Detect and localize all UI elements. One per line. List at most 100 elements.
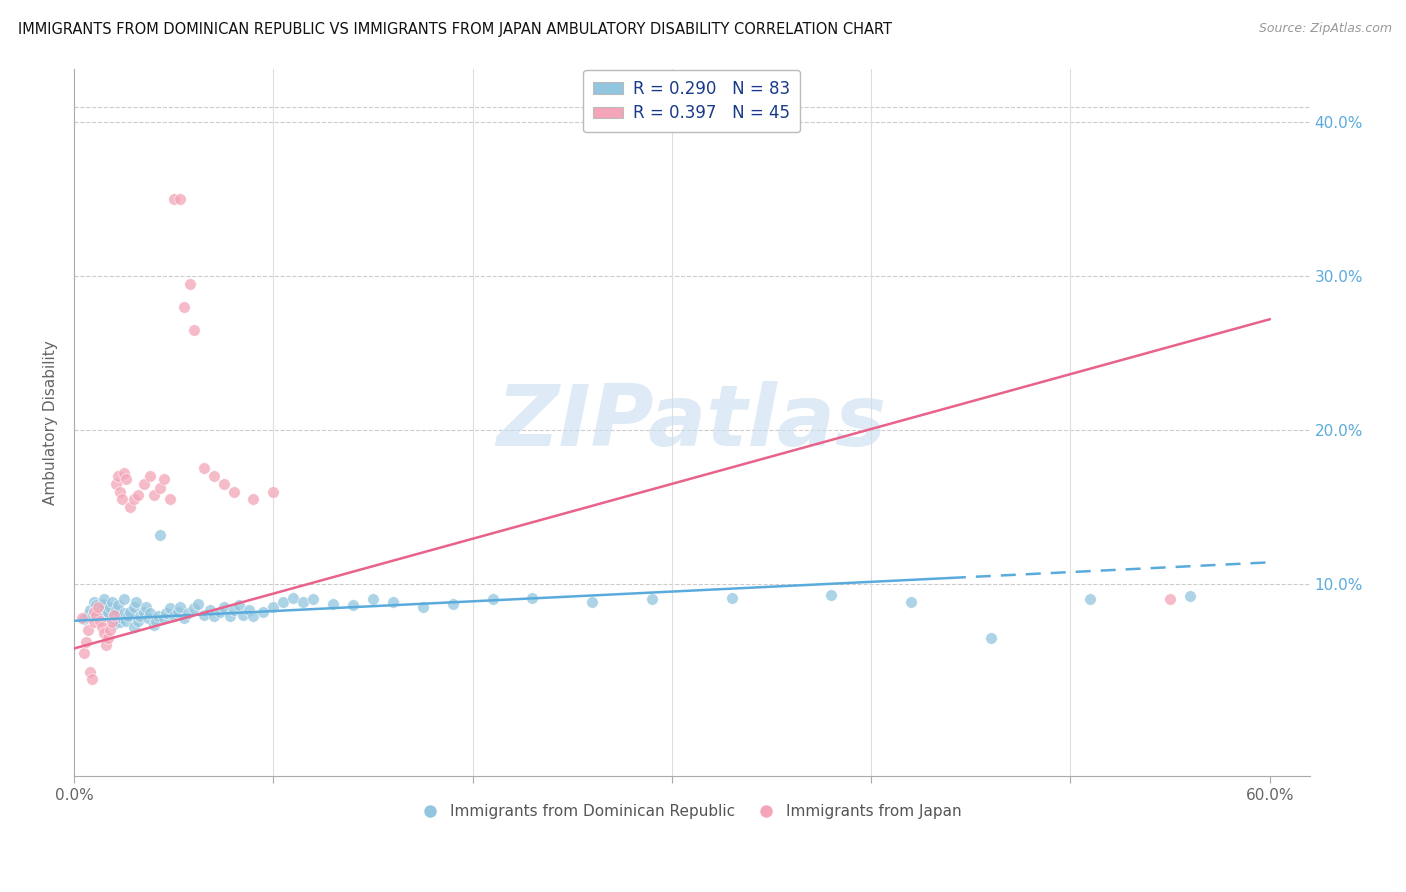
Point: [179, 277, 201, 291]
Point: [212, 599, 235, 614]
Point: [218, 609, 240, 624]
Point: [136, 611, 159, 625]
Point: [94, 639, 117, 653]
Point: [145, 614, 167, 628]
Point: [139, 606, 162, 620]
Point: [117, 609, 139, 624]
Point: [322, 597, 344, 611]
Point: [183, 323, 205, 337]
Point: [135, 599, 157, 614]
Point: [163, 609, 186, 624]
Point: [208, 605, 231, 619]
Point: [77, 623, 100, 637]
Point: [84, 607, 107, 622]
Point: [112, 466, 135, 480]
Text: ZIPatlas: ZIPatlas: [496, 381, 887, 464]
Legend: Immigrants from Dominican Republic, Immigrants from Japan: Immigrants from Dominican Republic, Immi…: [416, 798, 967, 825]
Point: [152, 611, 174, 625]
Point: [222, 603, 245, 617]
Point: [80, 609, 103, 624]
Point: [107, 599, 129, 613]
Point: [183, 601, 205, 615]
Point: [115, 614, 138, 628]
Point: [127, 488, 149, 502]
Point: [128, 609, 150, 624]
Point: [361, 592, 384, 607]
Point: [125, 595, 148, 609]
Point: [169, 192, 191, 206]
Point: [83, 605, 105, 619]
Point: [187, 597, 209, 611]
Point: [89, 603, 111, 617]
Point: [412, 599, 434, 614]
Point: [142, 618, 165, 632]
Point: [77, 607, 100, 622]
Point: [93, 597, 115, 611]
Point: [163, 192, 186, 206]
Point: [159, 492, 181, 507]
Point: [93, 592, 115, 607]
Point: [132, 476, 155, 491]
Point: [83, 595, 105, 609]
Point: [342, 599, 364, 613]
Point: [108, 484, 131, 499]
Point: [91, 620, 114, 634]
Point: [283, 591, 305, 605]
Point: [193, 461, 215, 475]
Point: [122, 492, 145, 507]
Point: [75, 635, 97, 649]
Point: [89, 614, 111, 628]
Point: [98, 623, 121, 637]
Point: [103, 616, 125, 631]
Point: [242, 492, 264, 507]
Point: [166, 605, 188, 619]
Point: [238, 603, 260, 617]
Point: [720, 591, 742, 605]
Point: [103, 607, 125, 622]
Point: [73, 612, 96, 626]
Point: [108, 615, 131, 630]
Point: [198, 603, 221, 617]
Point: [222, 484, 245, 499]
Point: [152, 472, 174, 486]
Point: [132, 605, 155, 619]
Point: [73, 646, 96, 660]
Point: [1178, 589, 1201, 603]
Point: [1078, 592, 1101, 607]
Point: [202, 469, 225, 483]
Point: [115, 472, 138, 486]
Point: [155, 606, 177, 620]
Point: [104, 603, 127, 617]
Point: [142, 488, 165, 502]
Point: [101, 595, 124, 609]
Point: [118, 605, 141, 619]
Point: [107, 469, 129, 483]
Point: [70, 611, 93, 625]
Point: [193, 607, 215, 622]
Point: [146, 609, 169, 624]
Point: [262, 599, 284, 614]
Point: [149, 482, 172, 496]
Point: [252, 605, 274, 619]
Text: IMMIGRANTS FROM DOMINICAN REPUBLIC VS IMMIGRANTS FROM JAPAN AMBULATORY DISABILIT: IMMIGRANTS FROM DOMINICAN REPUBLIC VS IM…: [18, 22, 893, 37]
Point: [522, 591, 544, 605]
Point: [93, 626, 115, 640]
Point: [441, 597, 464, 611]
Point: [212, 476, 235, 491]
Point: [87, 611, 110, 625]
Point: [94, 609, 117, 624]
Point: [581, 595, 603, 609]
Point: [91, 599, 114, 614]
Point: [169, 599, 191, 614]
Point: [980, 631, 1002, 645]
Point: [79, 603, 101, 617]
Point: [127, 614, 149, 628]
Point: [98, 599, 121, 614]
Point: [159, 601, 181, 615]
Point: [83, 605, 105, 619]
Point: [302, 592, 325, 607]
Point: [103, 607, 125, 622]
Point: [104, 476, 127, 491]
Point: [292, 595, 315, 609]
Point: [232, 607, 254, 622]
